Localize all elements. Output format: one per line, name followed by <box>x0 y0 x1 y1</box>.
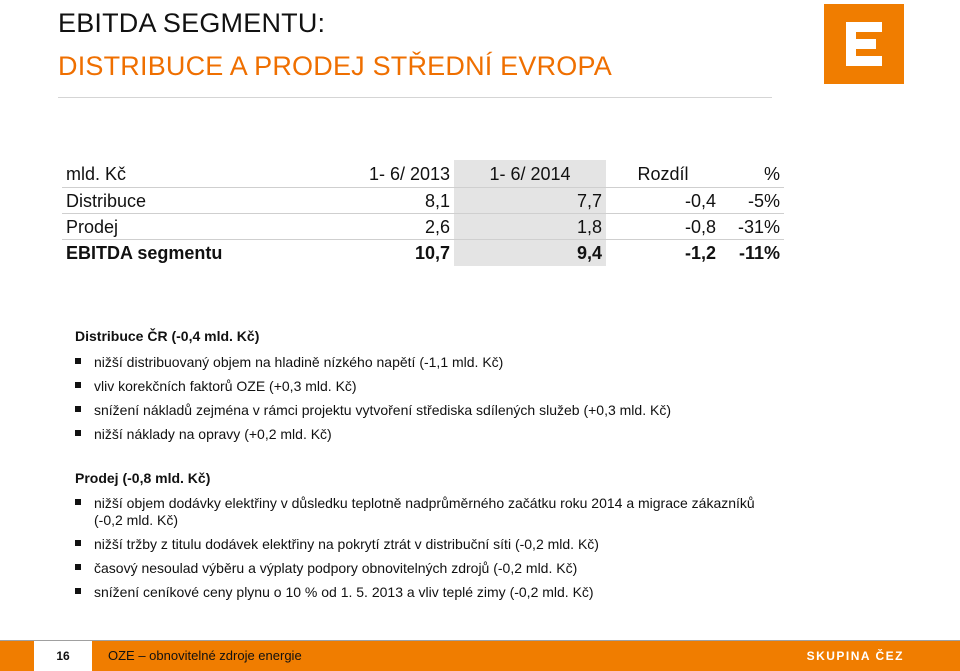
bullet-text: nižší náklady na opravy (+0,2 mld. Kč) <box>94 426 332 442</box>
list-item: nižší objem dodávky elektřiny v důsledku… <box>75 495 785 529</box>
table-cell: 8,1 <box>424 191 450 211</box>
square-bullet-icon <box>75 588 81 594</box>
table-total-row: EBITDA segmentu 10,7 9,4 -1,2 -11% <box>62 240 784 266</box>
list-item: snížení nákladů zejména v rámci projektu… <box>75 402 785 419</box>
row-divider <box>62 239 784 240</box>
square-bullet-icon <box>75 358 81 364</box>
table-row: Prodej 2,6 1,8 -0,8 -31% <box>62 214 784 240</box>
footer-bar: 16 OZE – obnovitelné zdroje energie SKUP… <box>0 641 960 671</box>
table-cell: 2,6 <box>424 217 450 237</box>
column-header: 1- 6/ 2014 <box>454 160 606 188</box>
list-item: vliv korekčních faktorů OZE (+0,3 mld. K… <box>75 378 785 395</box>
title-divider <box>58 97 772 98</box>
section-heading-prodej: Prodej (-0,8 mld. Kč) <box>75 470 211 486</box>
table-cell: -0,8 <box>684 217 716 237</box>
square-bullet-icon <box>75 499 81 505</box>
square-bullet-icon <box>75 382 81 388</box>
table-cell: 7,7 <box>454 188 606 214</box>
slide-title-line1: EBITDA SEGMENTU: <box>58 8 326 38</box>
table-cell: -31% <box>737 217 780 237</box>
table-cell: EBITDA segmentu <box>66 243 223 263</box>
square-bullet-icon <box>75 540 81 546</box>
page-number: 16 <box>34 641 92 671</box>
ebitda-table: mld. Kč 1- 6/ 2013 1- 6/ 2014 Rozdíl % D… <box>62 160 784 266</box>
bullet-text: nižší distribuovaný objem na hladině níz… <box>94 354 504 370</box>
section-heading-distribuce: Distribuce ČR (-0,4 mld. Kč) <box>75 328 260 344</box>
table-cell: -11% <box>738 243 780 263</box>
square-bullet-icon <box>75 430 81 436</box>
table-cell: 1,8 <box>454 214 606 240</box>
column-header: % <box>763 164 780 184</box>
slide-title-line2: DISTRIBUCE A PRODEJ STŘEDNÍ EVROPA <box>58 51 612 81</box>
row-divider <box>62 187 784 188</box>
list-item: nižší tržby z titulu dodávek elektřiny n… <box>75 536 785 553</box>
bullet-text: snížení nákladů zejména v rámci projektu… <box>94 402 671 418</box>
table-cell: Prodej <box>66 217 119 237</box>
column-header: 1- 6/ 2013 <box>368 164 450 184</box>
table-cell: 9,4 <box>454 240 606 266</box>
column-header: mld. Kč <box>66 164 127 184</box>
list-item: nižší náklady na opravy (+0,2 mld. Kč) <box>75 426 785 443</box>
bullet-text: časový nesoulad výběru a výplaty podpory… <box>94 560 578 576</box>
list-item: nižší distribuovaný objem na hladině níz… <box>75 354 785 371</box>
square-bullet-icon <box>75 406 81 412</box>
table-cell: -0,4 <box>684 191 716 211</box>
square-bullet-icon <box>75 564 81 570</box>
bullet-text: vliv korekčních faktorů OZE (+0,3 mld. K… <box>94 378 357 394</box>
table-cell: 10,7 <box>414 243 450 263</box>
footer-brand: SKUPINA ČEZ <box>806 649 904 663</box>
table-row: Distribuce 8,1 7,7 -0,4 -5% <box>62 188 784 214</box>
table-cell: Distribuce <box>66 191 147 211</box>
list-item: snížení ceníkové ceny plynu o 10 % od 1.… <box>75 584 785 601</box>
cez-e-logo-icon <box>824 4 904 84</box>
column-header: Rozdíl <box>637 164 689 184</box>
bullet-text: snížení ceníkové ceny plynu o 10 % od 1.… <box>94 584 594 600</box>
table-cell: -5% <box>747 191 780 211</box>
row-divider <box>62 213 784 214</box>
bullet-text: nižší tržby z titulu dodávek elektřiny n… <box>94 536 599 552</box>
table-cell: -1,2 <box>684 243 716 263</box>
bullet-text: nižší objem dodávky elektřiny v důsledku… <box>94 495 755 528</box>
list-item: časový nesoulad výběru a výplaty podpory… <box>75 560 785 577</box>
footer-note: OZE – obnovitelné zdroje energie <box>108 648 302 663</box>
footer-divider <box>0 640 960 641</box>
table-header-row: mld. Kč 1- 6/ 2013 1- 6/ 2014 Rozdíl % <box>62 160 784 188</box>
bullet-list-distribuce: nižší distribuovaný objem na hladině níz… <box>75 354 785 450</box>
bullet-list-prodej: nižší objem dodávky elektřiny v důsledku… <box>75 495 785 608</box>
